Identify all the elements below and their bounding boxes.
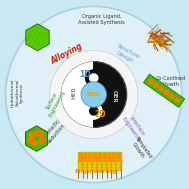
Circle shape [103,165,105,167]
Circle shape [117,168,120,170]
Circle shape [103,168,105,170]
Circle shape [81,82,107,107]
Text: Alloying: Alloying [49,42,84,66]
Circle shape [94,168,96,170]
Text: Interface
Engineering: Interface Engineering [121,113,147,144]
Wedge shape [61,62,94,127]
Circle shape [36,130,41,135]
Circle shape [113,162,115,165]
Circle shape [113,165,115,167]
Circle shape [159,87,163,91]
Circle shape [89,168,91,170]
Circle shape [84,165,86,167]
Wedge shape [94,62,127,127]
Circle shape [90,74,98,82]
Circle shape [149,79,153,84]
Text: Hydrothermal
Solvothermal
Synthesis: Hydrothermal Solvothermal Synthesis [10,78,24,107]
Circle shape [117,165,120,167]
Circle shape [89,162,91,165]
Circle shape [94,165,96,167]
Text: Topotactic
Reduction: Topotactic Reduction [41,119,66,145]
Circle shape [84,168,86,170]
Circle shape [86,103,102,119]
Text: 1D: 1D [79,70,90,79]
Circle shape [86,70,102,86]
Circle shape [84,162,86,165]
Text: EWS: EWS [87,92,101,97]
Circle shape [29,138,33,143]
Circle shape [98,165,101,167]
Circle shape [89,165,91,167]
Text: Templated
Growth: Templated Growth [129,135,153,163]
Text: Structure
Design: Structure Design [113,43,140,65]
Text: 2D: 2D [94,110,106,119]
Text: Strain
Engineering: Strain Engineering [74,163,117,174]
Circle shape [32,141,37,146]
Circle shape [79,165,81,167]
Text: Surface
Engineering: Surface Engineering [43,86,66,118]
Circle shape [108,165,110,167]
Polygon shape [26,126,48,151]
Circle shape [175,98,179,102]
Circle shape [170,94,174,98]
Circle shape [79,168,81,170]
Circle shape [103,162,105,165]
Polygon shape [26,24,49,51]
Bar [78,162,121,170]
Text: Co-Confined
Growth: Co-Confined Growth [156,76,186,87]
Circle shape [39,131,44,136]
Text: HER: HER [72,87,77,99]
Circle shape [79,162,81,165]
Circle shape [113,168,115,170]
Circle shape [6,6,182,183]
Circle shape [108,162,110,165]
Circle shape [108,168,110,170]
Circle shape [154,83,158,87]
Circle shape [90,107,98,115]
Circle shape [50,50,138,139]
Bar [78,152,121,162]
Circle shape [117,162,120,165]
Circle shape [165,91,169,95]
Circle shape [94,162,96,165]
Circle shape [29,132,34,137]
Circle shape [98,162,101,165]
Circle shape [98,168,101,170]
Text: Organic Ligand,
Assisted Synthesis: Organic Ligand, Assisted Synthesis [78,14,125,25]
Text: OER: OER [112,90,117,102]
Polygon shape [143,74,185,107]
Circle shape [40,138,45,143]
